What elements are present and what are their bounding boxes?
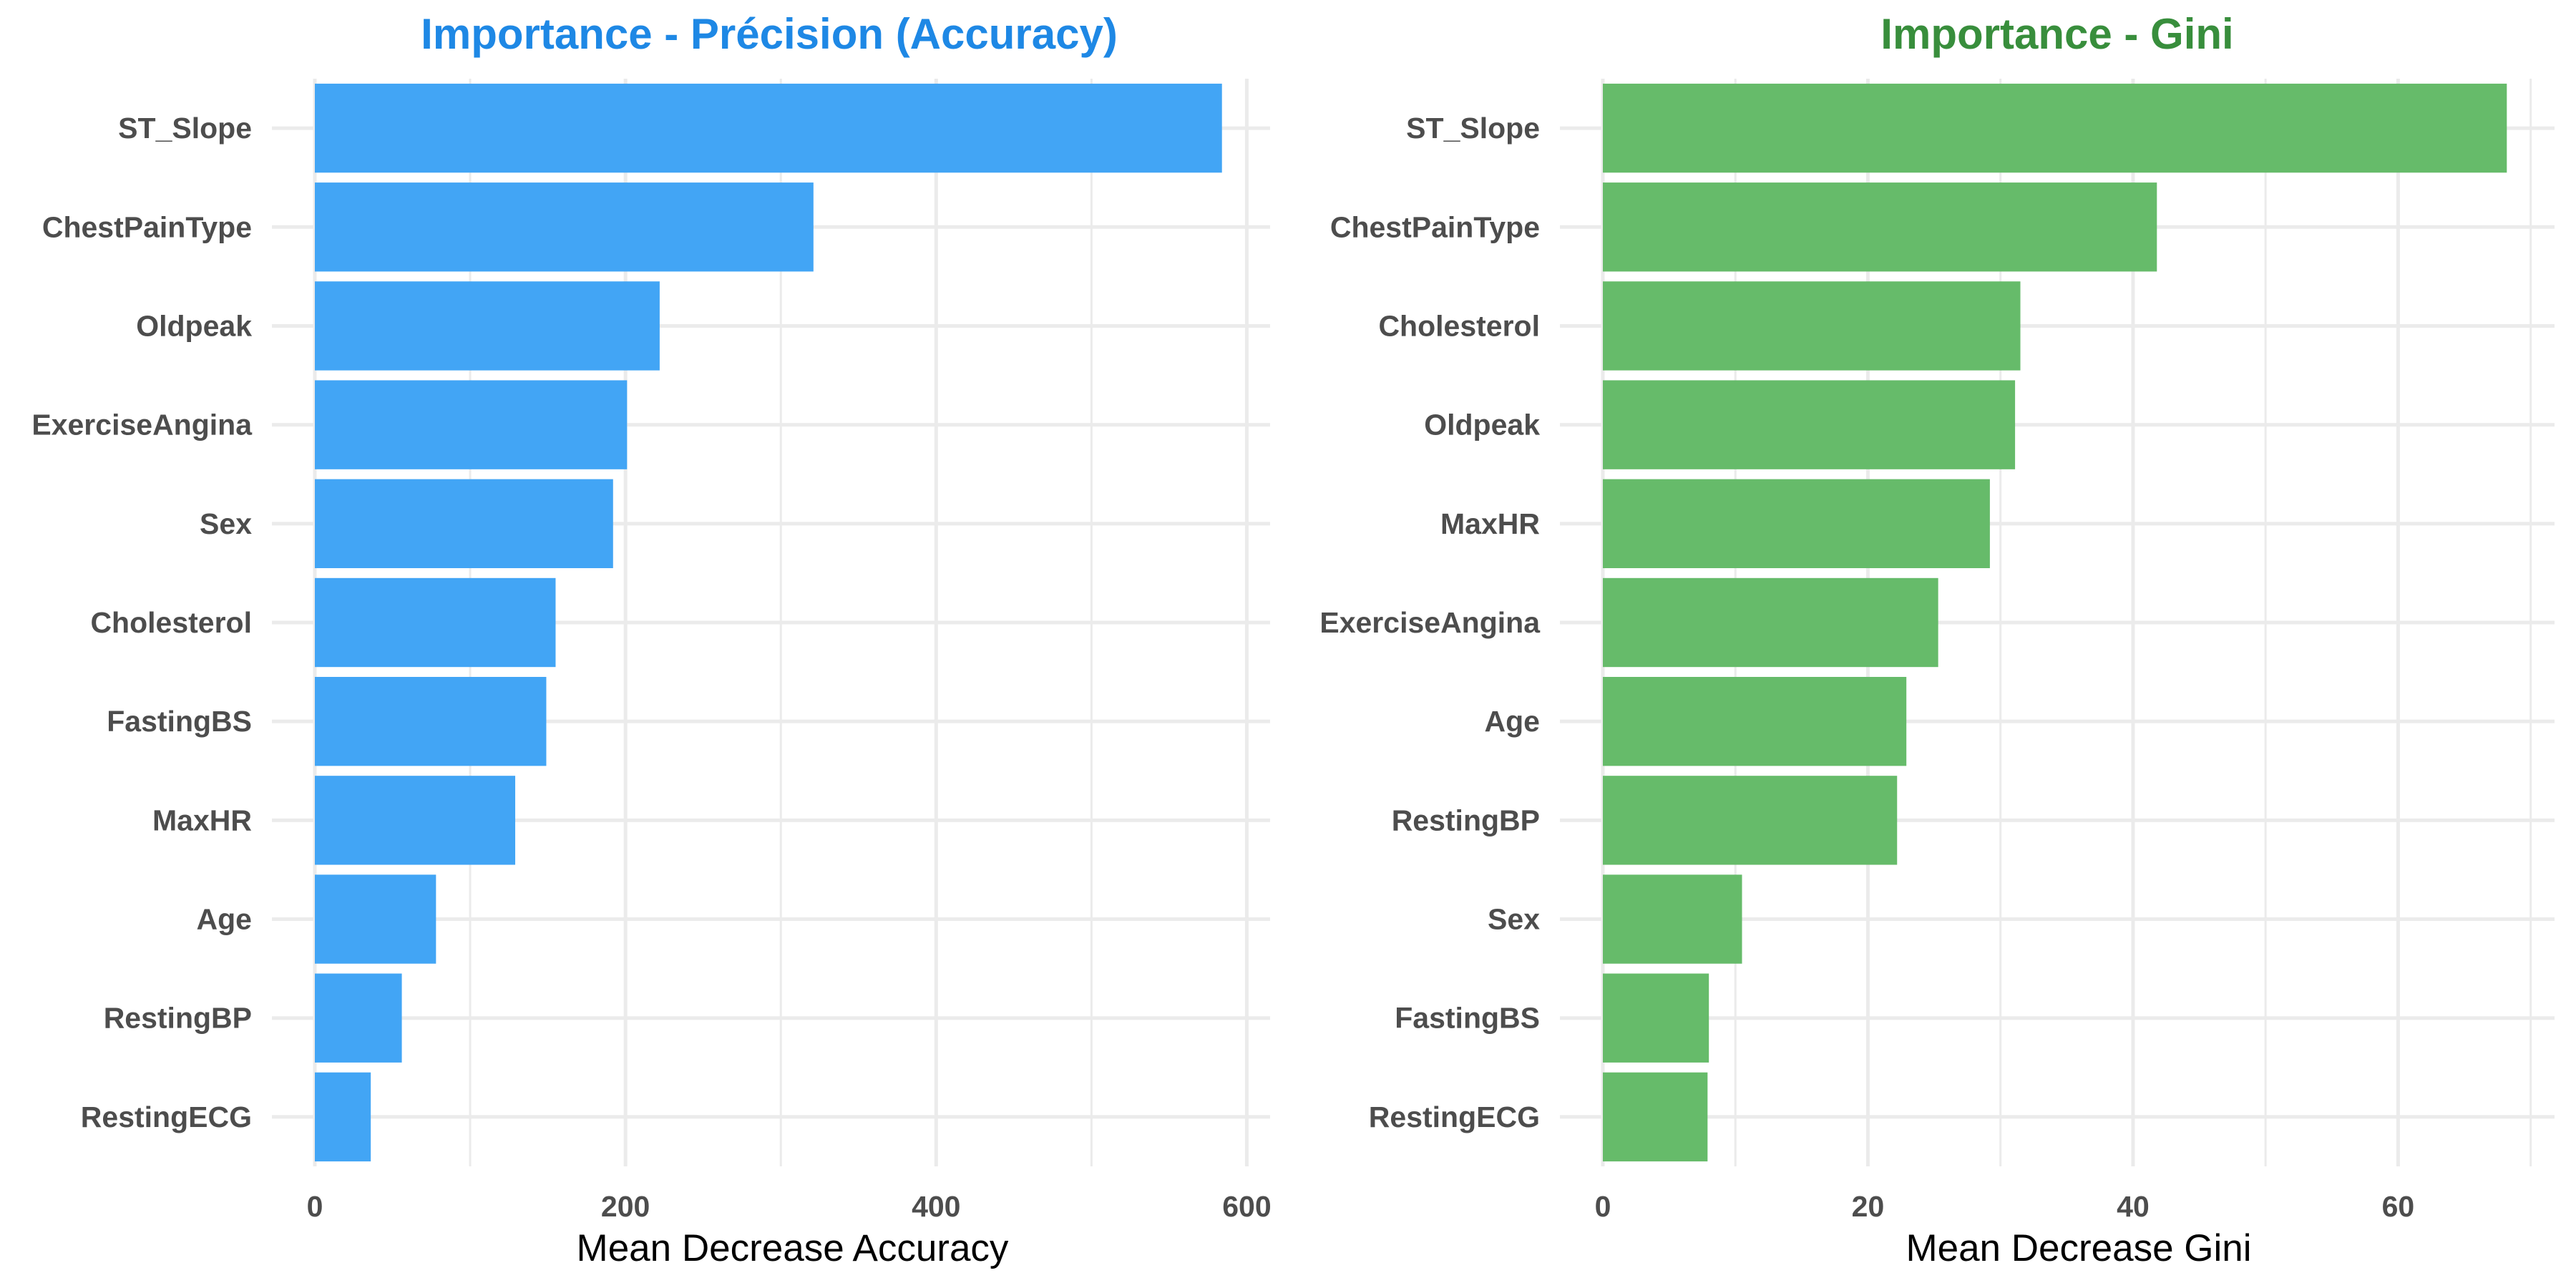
gini-bar-fastingbs: [1603, 973, 1709, 1063]
accuracy-y-tick-label: MaxHR: [152, 804, 252, 836]
accuracy-y-tick-label: RestingECG: [81, 1101, 252, 1133]
gini-x-tick-label: 40: [2117, 1190, 2150, 1223]
gini-y-tick-label: RestingECG: [1369, 1101, 1540, 1133]
gini-y-tick-label: Cholesterol: [1378, 309, 1540, 342]
accuracy-y-tick-label: ST_Slope: [118, 112, 252, 145]
gini-bar-restingecg: [1603, 1072, 1708, 1162]
accuracy-x-tick-label: 400: [912, 1190, 960, 1223]
gini-bar-exerciseangina: [1603, 577, 1938, 668]
gini-x-tick-label: 60: [2382, 1190, 2415, 1223]
gini-y-tick-label: Age: [1485, 705, 1540, 738]
accuracy-x-axis-label: Mean Decrease Accuracy: [577, 1227, 1009, 1269]
accuracy-panel-title: Importance - Précision (Accuracy): [421, 10, 1118, 58]
gini-bar-age: [1603, 677, 1907, 766]
gini-x-tick-label: 0: [1595, 1190, 1611, 1223]
gini-bar-oldpeak: [1603, 380, 2016, 469]
accuracy-bar-cholesterol: [315, 577, 556, 668]
accuracy-x-tick-labels: 0 200 400 600: [307, 1190, 1272, 1223]
accuracy-y-tick-label: Oldpeak: [136, 309, 252, 342]
accuracy-bar-st_slope: [315, 83, 1222, 173]
accuracy-bar-restingecg: [315, 1072, 371, 1162]
accuracy-y-tick-label: ChestPainType: [42, 210, 252, 243]
gini-bars: [1603, 83, 2507, 1162]
gini-bar-cholesterol: [1603, 281, 2021, 371]
accuracy-x-tick-label: 600: [1222, 1190, 1271, 1223]
gini-y-tick-label: MaxHR: [1440, 507, 1540, 540]
gini-y-tick-label: ExerciseAngina: [1319, 606, 1541, 639]
accuracy-bar-restingbp: [315, 973, 402, 1063]
accuracy-y-tick-label: Cholesterol: [90, 606, 252, 639]
accuracy-bar-oldpeak: [315, 281, 660, 371]
accuracy-bars: [315, 83, 1222, 1162]
gini-importance-panel: Importance - Gini ST_Slope ChestPainType C…: [1319, 10, 2555, 1269]
gini-panel-title: Importance - Gini: [1880, 10, 2233, 58]
accuracy-y-tick-label: RestingBP: [104, 1002, 252, 1035]
gini-bar-sex: [1603, 874, 1742, 964]
accuracy-bar-age: [315, 874, 436, 964]
gini-bar-st_slope: [1603, 83, 2507, 173]
gini-bar-restingbp: [1603, 776, 1898, 865]
gini-y-tick-label: ST_Slope: [1406, 112, 1540, 145]
gini-y-tick-labels: ST_Slope ChestPainType Cholesterol Oldpeak M…: [1319, 112, 1541, 1133]
gini-y-tick-label: ChestPainType: [1330, 210, 1540, 243]
accuracy-y-tick-label: Sex: [200, 507, 252, 540]
gini-x-tick-labels: 0 20 40 60: [1595, 1190, 2415, 1223]
accuracy-x-tick-label: 0: [307, 1190, 323, 1223]
gini-bar-chestpaintype: [1603, 182, 2157, 272]
gini-y-tick-label: FastingBS: [1395, 1002, 1540, 1035]
accuracy-y-tick-label: FastingBS: [107, 705, 252, 738]
accuracy-bar-exerciseangina: [315, 380, 628, 469]
accuracy-bar-fastingbs: [315, 677, 547, 766]
gini-bar-maxhr: [1603, 479, 1990, 568]
accuracy-y-tick-label: ExerciseAngina: [31, 409, 253, 441]
accuracy-y-tick-labels: ST_Slope ChestPainType Oldpeak ExerciseAngi…: [31, 112, 253, 1133]
gini-y-tick-label: RestingBP: [1392, 804, 1540, 836]
accuracy-importance-panel: Importance - Précision (Accuracy) ST_Slo…: [31, 10, 1271, 1269]
gini-y-tick-label: Sex: [1488, 903, 1540, 936]
accuracy-y-tick-label: Age: [197, 903, 252, 936]
gini-x-tick-label: 20: [1852, 1190, 1885, 1223]
accuracy-bar-sex: [315, 479, 613, 568]
accuracy-x-tick-label: 200: [601, 1190, 650, 1223]
gini-y-tick-label: Oldpeak: [1424, 409, 1540, 441]
accuracy-bar-maxhr: [315, 776, 516, 865]
gini-x-axis-label: Mean Decrease Gini: [1906, 1227, 2251, 1269]
accuracy-bar-chestpaintype: [315, 182, 814, 272]
